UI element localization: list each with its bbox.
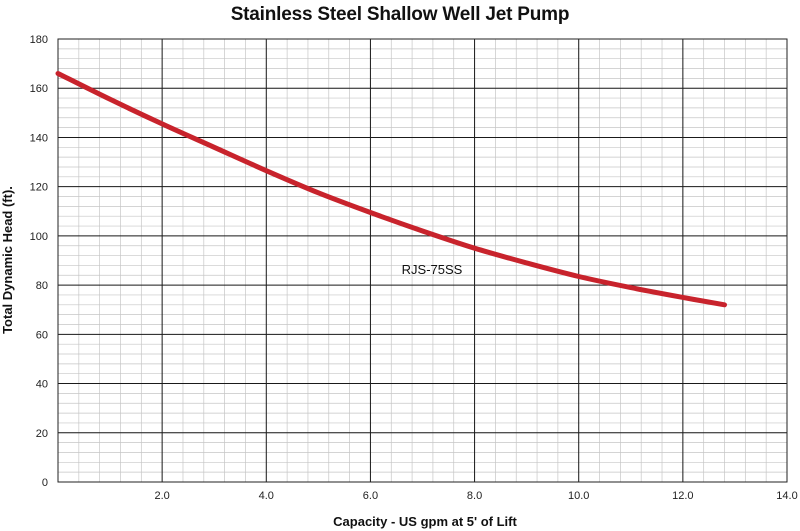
x-axis-label: Capacity - US gpm at 5' of Lift <box>333 514 517 529</box>
y-tick-label: 20 <box>36 428 48 440</box>
series-line <box>55 70 728 308</box>
y-tick-label: 140 <box>30 132 48 144</box>
series-label: RJS-75SS <box>402 262 463 277</box>
y-tick-label: 160 <box>30 83 48 95</box>
y-tick-label: 120 <box>30 182 48 194</box>
x-tick-label: 4.0 <box>259 490 274 502</box>
x-tick-label: 10.0 <box>568 490 589 502</box>
y-tick-label: 40 <box>36 379 48 391</box>
y-tick-labels: 0 20 40 60 80 100 120 140 160 180 <box>30 34 48 489</box>
y-axis-label: Total Dynamic Head (ft). <box>0 186 15 334</box>
x-tick-labels: 2.0 4.0 6.0 8.0 10.0 12.0 14.0 <box>154 490 797 502</box>
y-tick-label: 100 <box>30 231 48 243</box>
x-tick-label: 2.0 <box>154 490 169 502</box>
y-tick-label: 0 <box>42 477 48 489</box>
minor-grid <box>57 38 788 483</box>
x-tick-label: 6.0 <box>363 490 378 502</box>
series-layer <box>55 70 728 308</box>
y-tick-label: 80 <box>36 280 48 292</box>
x-tick-label: 12.0 <box>672 490 693 502</box>
x-tick-label: 14.0 <box>776 490 797 502</box>
major-grid <box>58 38 788 483</box>
chart-title: Stainless Steel Shallow Well Jet Pump <box>230 4 570 25</box>
y-tick-label: 60 <box>36 329 48 341</box>
y-tick-label: 180 <box>30 34 48 46</box>
x-tick-label: 8.0 <box>467 490 482 502</box>
plot-frame <box>57 38 788 483</box>
